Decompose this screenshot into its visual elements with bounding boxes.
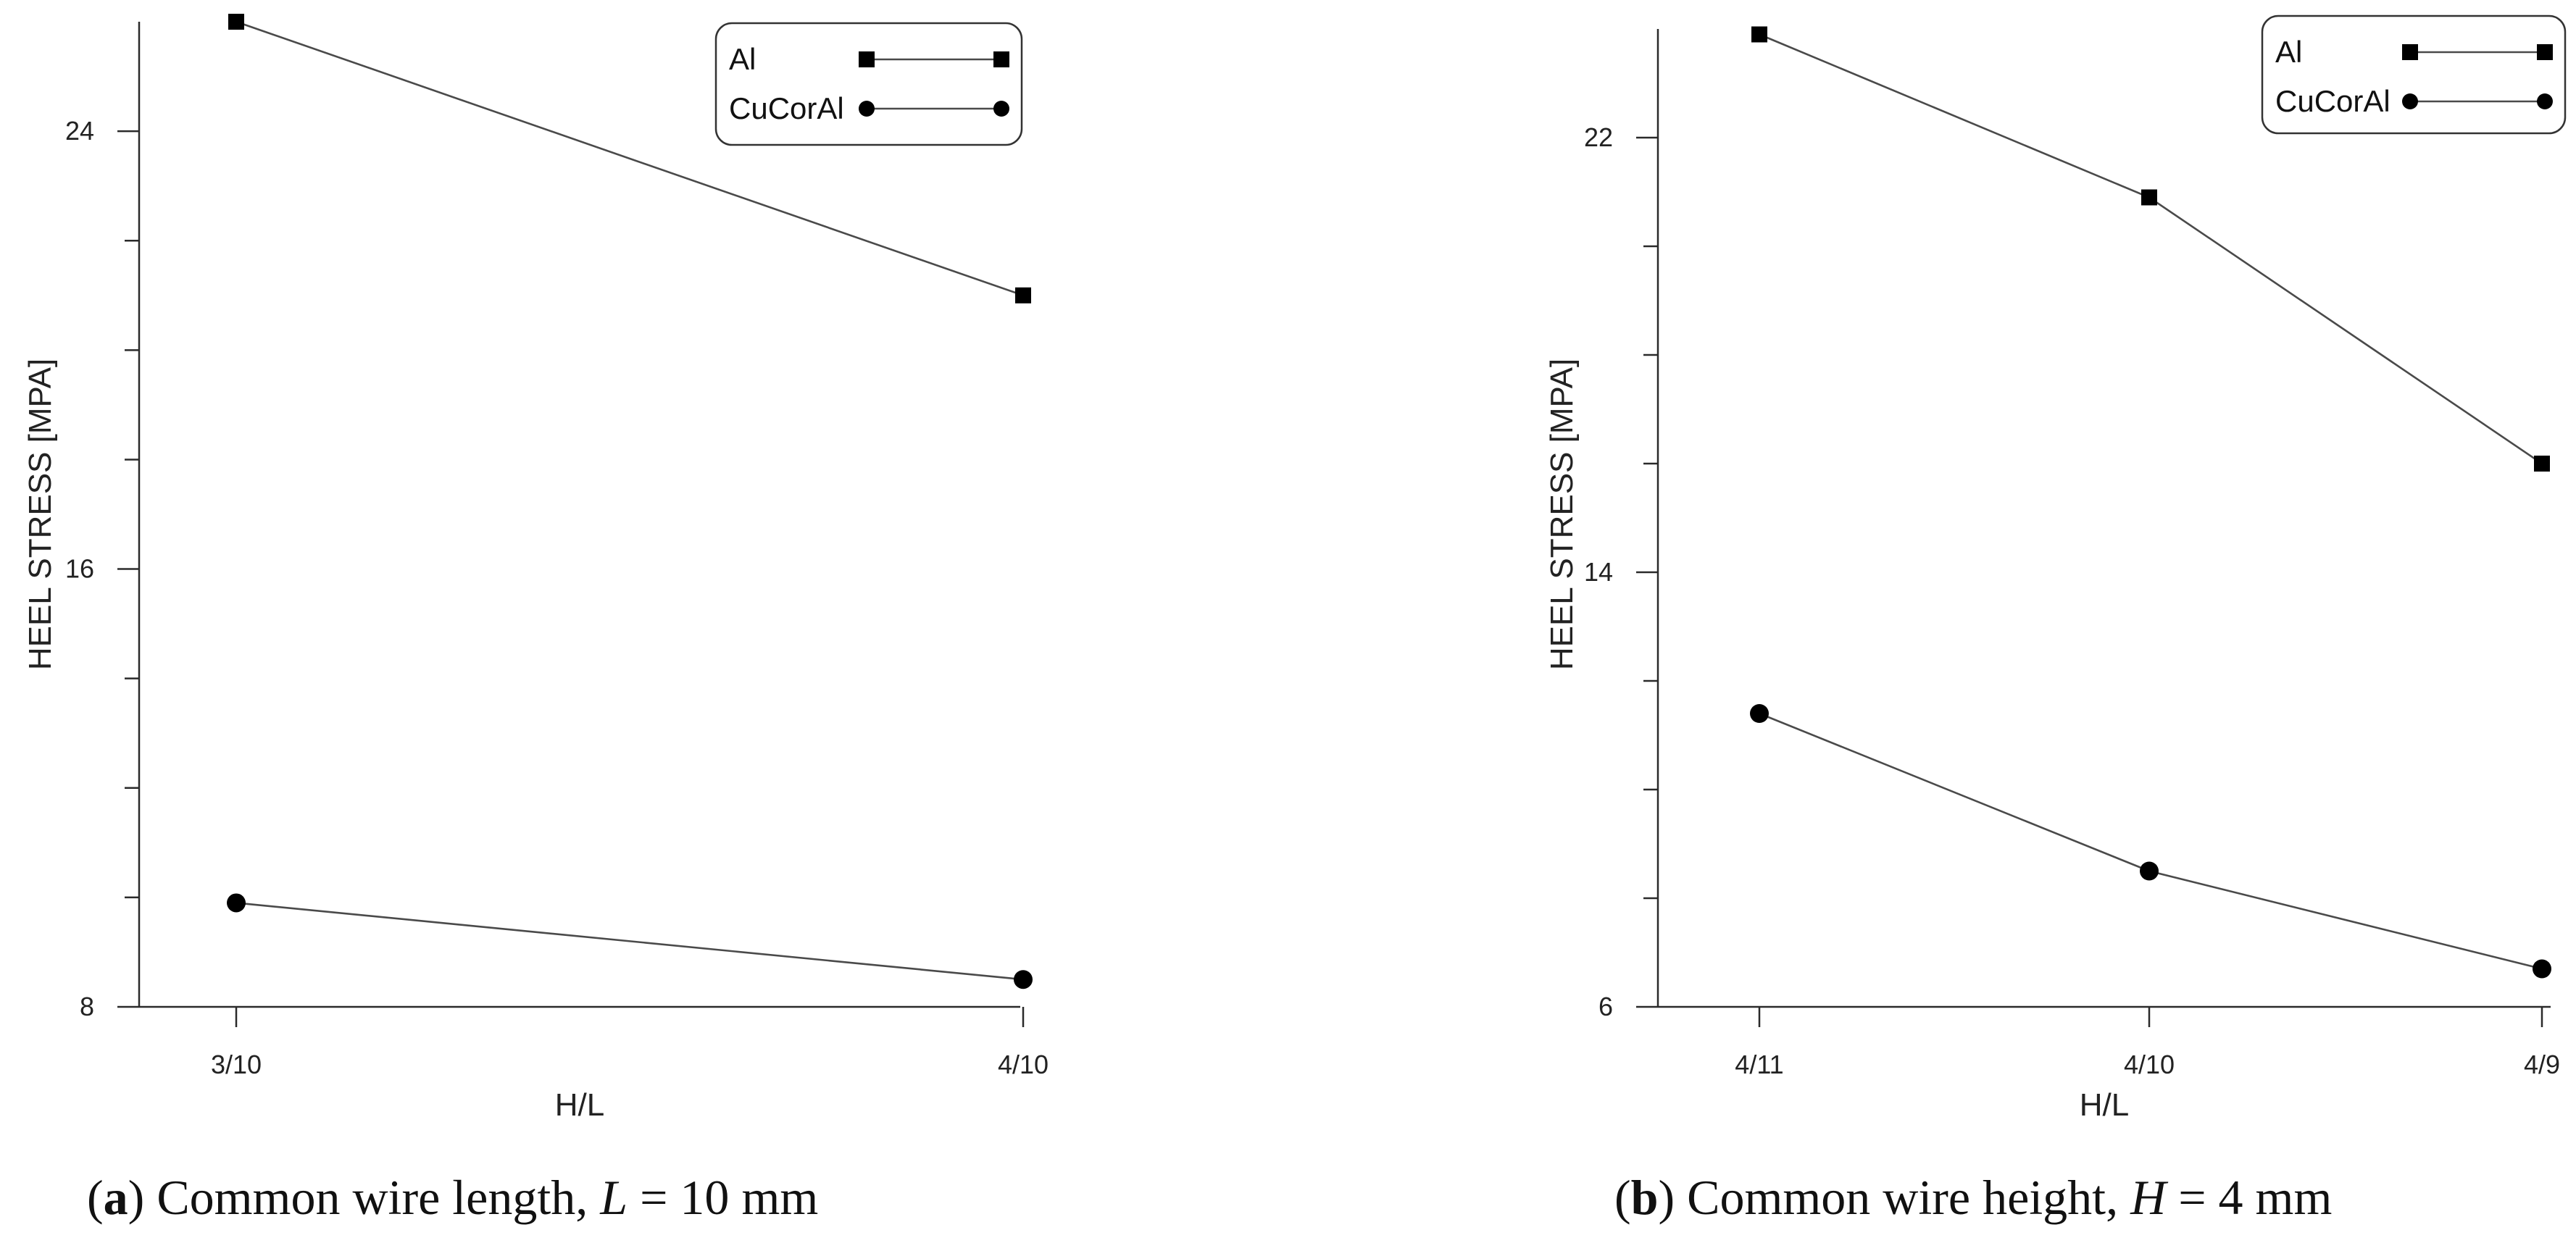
caption-variable: L [599,1170,628,1225]
legend: Al CuCorAl [2261,14,2567,135]
y-tick-label: 22 [1584,122,1613,152]
data-point-circle [2140,861,2159,881]
caption-panel-label: b [1631,1170,1659,1225]
legend-label: CuCorAl [729,91,844,125]
caption-variable: H [2130,1170,2169,1225]
chart-panel-a: 8 16 24 3/10 4/10 H/L HEEL STRESS [MPA] Al CuCor… [22,14,1049,1225]
series-line-cucoral [1759,712,2543,970]
data-point-circle [227,893,246,913]
chart-panel-b: 6 14 22 4/11 4/10 4/9 H/L HEEL STRESS [MPA] Al Cu… [1544,14,2567,1225]
data-point-circle [1750,704,1769,723]
series-line-al [235,20,1024,297]
data-point-square [2141,189,2157,206]
legend-box [2261,14,2567,135]
legend-box [714,22,1023,146]
y-tick-label: 6 [1598,992,1613,1021]
legend-label: Al [729,42,756,76]
y-axis-title: HEEL STRESS [MPA] [22,359,58,670]
x-tick-label: 4/10 [2124,1050,2175,1079]
caption-paren: ( [87,1170,104,1225]
caption-unit: mm [741,1170,818,1225]
series-line-cucoral [235,902,1024,981]
legend-label: Al [2275,35,2302,69]
legend: Al CuCorAl [714,22,1023,146]
legend-marker-square [2537,44,2553,60]
caption-space [2118,1170,2130,1225]
y-tick-label: 14 [1584,557,1613,587]
legend-marker-square [859,51,875,67]
x-axis-title: H/L [2080,1087,2129,1123]
data-point-circle [1014,970,1033,989]
caption-unit: mm [2256,1170,2333,1225]
x-tick-label: 3/10 [211,1050,262,1079]
legend-label: CuCorAl [2275,84,2390,118]
data-point-circle [2533,959,2551,979]
y-tick-label: 8 [80,992,94,1021]
data-point-square [228,14,244,30]
caption-space [2166,1170,2178,1225]
caption-paren: ( [1614,1170,1631,1225]
legend-marker-square [993,51,1009,67]
caption-equation: = 4 [2178,1170,2243,1225]
legend-marker-circle [2537,93,2553,109]
caption-paren: ) [128,1170,157,1225]
caption-equation: = 10 [640,1170,729,1225]
caption-space [588,1170,600,1225]
caption-paren: ) [1658,1170,1687,1225]
data-point-square [2534,456,2550,472]
panel-caption: (b) Common wire height, H = 4 mm [1614,1170,2332,1225]
data-point-square [1015,287,1031,304]
legend-marker-circle [859,101,875,117]
caption-space [2243,1170,2256,1225]
y-axis-title: HEEL STRESS [MPA] [1544,359,1580,670]
x-tick-label: 4/11 [1735,1050,1783,1079]
caption-space [628,1170,640,1225]
caption-text: Common wire height, [1687,1170,2118,1225]
caption-text: Common wire length, [157,1170,588,1225]
y-tick-label: 16 [65,554,94,584]
data-point-square [1751,26,1767,43]
x-tick-label: 4/10 [998,1050,1049,1079]
legend-marker-circle [993,101,1009,117]
y-tick-label: 24 [65,116,94,146]
x-tick-label: 4/9 [2524,1050,2560,1079]
caption-space [729,1170,741,1225]
x-axis-title: H/L [555,1087,604,1123]
caption-panel-label: a [104,1170,128,1225]
legend-marker-circle [2402,93,2418,109]
legend-marker-square [2402,44,2418,60]
panel-caption: (a) Common wire length, L = 10 mm [87,1170,818,1225]
